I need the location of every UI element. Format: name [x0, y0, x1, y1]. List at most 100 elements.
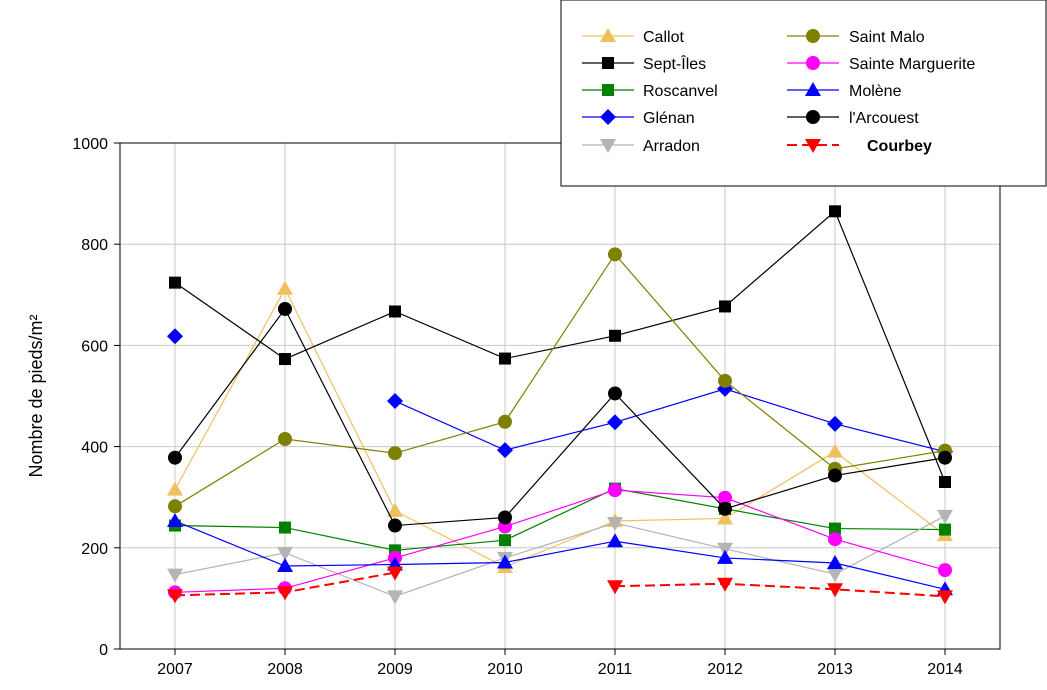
data-point	[939, 523, 951, 536]
data-point	[389, 305, 401, 318]
legend-marker	[806, 56, 820, 70]
data-point	[718, 490, 732, 505]
data-point	[277, 280, 293, 295]
legend-label: Arradon	[643, 138, 700, 155]
data-point	[279, 353, 291, 366]
data-point	[608, 247, 622, 262]
data-point	[388, 518, 402, 533]
data-point	[168, 499, 182, 514]
legend-marker	[805, 139, 821, 153]
data-point	[717, 577, 733, 592]
series-line	[174, 210, 946, 483]
series-l-arcouest	[168, 301, 952, 533]
data-point	[829, 205, 841, 218]
data-point	[387, 590, 403, 605]
y-axis-label: Nombre de pieds/m²	[26, 314, 46, 477]
data-point	[717, 510, 733, 525]
x-tick-label: 2010	[487, 661, 523, 678]
legend-marker	[600, 139, 616, 153]
x-tick-label: 2014	[927, 661, 963, 678]
data-point	[939, 476, 951, 489]
legend-label: Sainte Marguerite	[849, 56, 975, 73]
data-point	[279, 521, 291, 534]
series-courbey	[167, 566, 953, 605]
legend: Callot Sept-Îles Roscanvel Glénan Arradon Sai…	[560, 0, 1047, 187]
data-point	[827, 415, 843, 432]
series-line	[394, 388, 946, 453]
data-point	[388, 446, 402, 461]
y-tick-label: 800	[81, 237, 108, 254]
data-point	[278, 432, 292, 447]
legend-label: Callot	[643, 29, 684, 46]
data-point	[607, 414, 623, 431]
data-point	[828, 468, 842, 483]
data-point	[497, 442, 513, 459]
data-point	[608, 483, 622, 498]
data-point	[827, 443, 843, 458]
legend-marker	[600, 109, 616, 125]
series-sept-les	[169, 205, 951, 489]
data-point	[278, 301, 292, 316]
data-point	[498, 414, 512, 429]
series-sainte-marguerite	[168, 483, 952, 600]
data-point	[609, 329, 621, 342]
data-point	[718, 501, 732, 516]
data-point	[607, 580, 623, 595]
series-line	[174, 487, 946, 551]
legend-marker	[600, 28, 616, 42]
y-tick-label: 1000	[72, 136, 108, 153]
legend-entry: Courbey	[787, 138, 932, 155]
legend-label: Courbey	[867, 138, 932, 155]
data-point	[387, 502, 403, 517]
data-point	[938, 450, 952, 465]
data-point	[937, 509, 953, 524]
legend-entry: Saint Malo	[787, 29, 925, 46]
grid	[120, 143, 1000, 649]
data-point	[167, 568, 183, 583]
legend-marker	[806, 29, 820, 43]
data-point	[717, 542, 733, 557]
legend-entry: l'Arcouest	[787, 110, 919, 127]
data-point	[498, 510, 512, 525]
series-line	[174, 307, 946, 527]
series-line	[174, 520, 946, 590]
series-line	[614, 582, 946, 598]
y-tick-label: 400	[81, 440, 108, 457]
data-point	[277, 586, 293, 601]
legend-entry: Sainte Marguerite	[787, 56, 975, 73]
data-point	[387, 566, 403, 581]
legend-label: l'Arcouest	[849, 110, 919, 127]
series-arradon	[167, 509, 953, 605]
data-point	[719, 300, 731, 313]
data-point	[497, 554, 513, 569]
legend-label: Saint Malo	[849, 29, 925, 46]
data-point	[717, 549, 733, 564]
data-point	[387, 393, 403, 410]
data-point	[169, 276, 181, 289]
legend-label: Molène	[849, 83, 902, 100]
data-point	[499, 534, 511, 547]
legend-label: Roscanvel	[643, 83, 718, 100]
series-line	[174, 253, 946, 507]
data-point	[718, 373, 732, 388]
legend-entry: Callot	[582, 28, 684, 46]
series-line	[174, 515, 946, 598]
data-point	[167, 589, 183, 604]
data-point	[938, 563, 952, 578]
data-point	[827, 583, 843, 598]
series-line	[174, 287, 946, 568]
data-point	[499, 352, 511, 365]
legend-marker	[602, 84, 614, 96]
legend-entry: Molène	[787, 82, 902, 100]
y-tick-label: 600	[81, 338, 108, 355]
legend-entry: Roscanvel	[582, 83, 718, 100]
series-mol-ne	[167, 512, 953, 596]
series-line	[174, 489, 946, 593]
axis-ticks: 0 200 400 600 800 1000 2007 2008 2009 2010 2011 201…	[72, 136, 962, 678]
legend-entry: Sept-Îles	[582, 54, 706, 73]
data-point	[829, 522, 841, 535]
x-tick-label: 2013	[817, 661, 853, 678]
data-point	[937, 590, 953, 605]
data-point	[167, 328, 183, 345]
